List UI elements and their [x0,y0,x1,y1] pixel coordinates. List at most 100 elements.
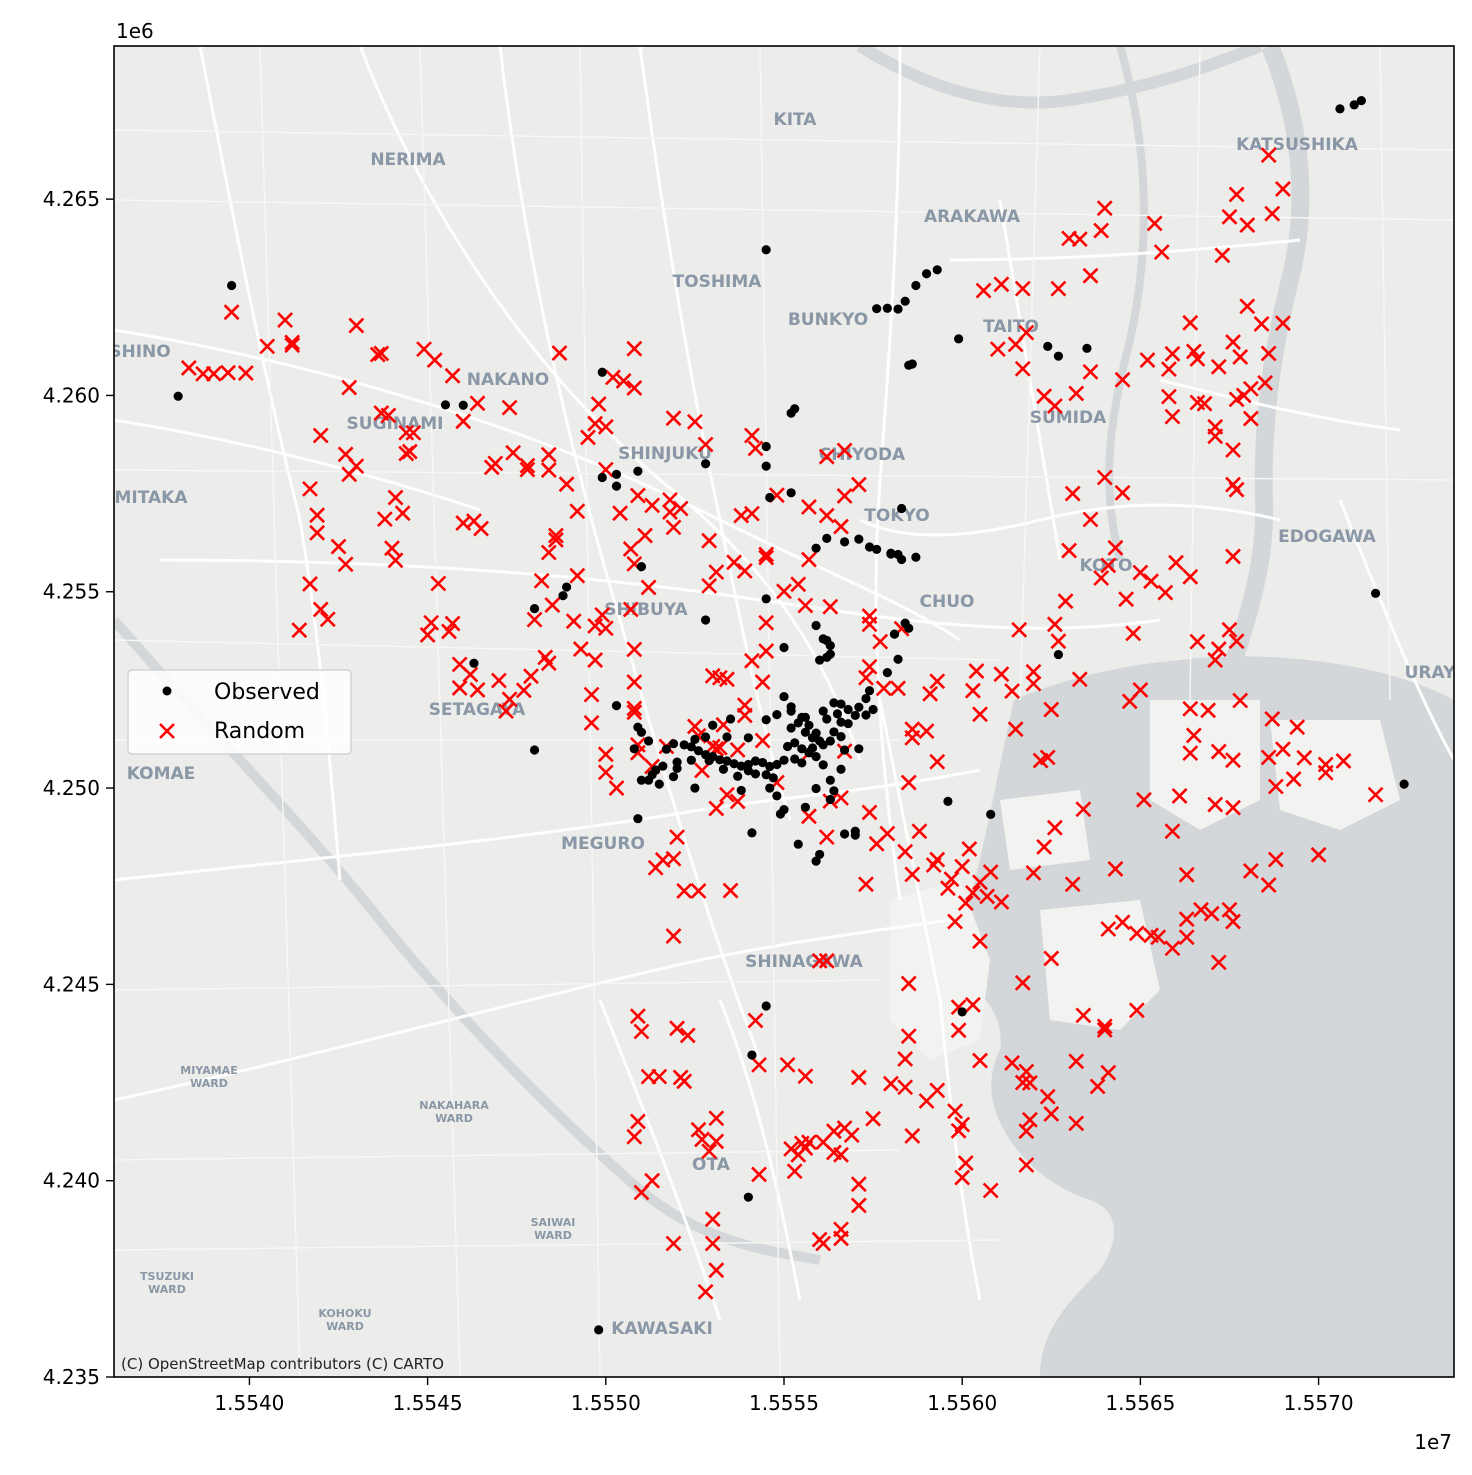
random-point [1096,1018,1113,1035]
random-point [1225,548,1241,565]
random-point [904,1128,921,1144]
observed-point [636,727,647,737]
observed-point [743,1192,753,1202]
observed-point [818,740,828,750]
observed-point [779,755,789,765]
observed-point [729,759,739,769]
random-point [1014,360,1031,377]
random-point [1260,345,1277,362]
random-point [850,476,867,493]
random-point [993,276,1010,293]
random-point [398,424,415,441]
observed-point [954,334,964,344]
random-point [384,540,400,557]
random-point [697,1283,714,1300]
observed-point [765,783,775,793]
basemap-label: MIYAMAE WARD [180,1064,237,1090]
random-point [1039,749,1056,766]
random-point [711,669,728,686]
random-point [726,554,743,571]
random-point [594,606,611,623]
random-point [1043,701,1060,718]
random-point [633,1184,650,1201]
x-offset-label: 1e7 [1414,1430,1452,1454]
random-point [1210,358,1227,375]
random-point [686,413,703,430]
observed-point [736,761,746,771]
random-point [957,1155,974,1171]
random-point [1025,864,1042,881]
observed-point [722,756,732,766]
random-point [1260,749,1277,766]
random-point [711,739,728,756]
random-point [1275,741,1291,758]
random-point [341,379,358,396]
observed-point [779,691,789,702]
random-point [405,424,422,441]
random-point [533,572,550,589]
random-point [1317,756,1334,773]
observed-point [529,745,540,755]
random-point [505,444,522,461]
observed-point [736,785,746,796]
observed-point [761,770,771,780]
legend-label-random: Random [214,719,305,744]
random-point [1168,554,1184,571]
random-point [790,576,807,593]
random-point [922,685,939,702]
random-point [597,746,614,763]
basemap-label: CHUO [920,592,975,612]
random-point [1260,147,1277,164]
random-point [1289,719,1306,736]
random-point [1285,771,1302,787]
random-point [897,843,914,860]
random-point [640,1068,657,1085]
random-point [836,442,853,459]
legend: Observed Random [127,669,352,755]
observed-point [843,704,853,715]
observed-point [469,658,479,668]
random-point [1071,231,1088,248]
random-point [626,1128,643,1145]
observed-point [786,706,796,716]
random-point [904,721,921,738]
random-point [1232,349,1249,365]
observed-point [839,829,850,839]
random-point [744,652,760,669]
observed-point [686,742,696,752]
observed-point [911,280,921,291]
observed-point [804,747,814,757]
random-point [690,883,707,899]
basemap-label: KATSUSHIKA [1236,135,1359,155]
observed-point [864,686,875,696]
basemap-label: NAKANO [467,370,549,390]
basemap-label: CHIYODA [819,445,906,465]
observed-point [772,759,782,770]
basemap-label: NAKAHARA WARD [419,1099,489,1125]
random-point [968,663,985,679]
observed-point [661,744,671,754]
random-point [1057,593,1074,610]
basemap-label: TOKYO [864,506,929,526]
observed-point [611,701,622,711]
random-point [1046,616,1063,633]
random-point [220,364,236,381]
random-point [972,874,988,891]
random-point [861,804,878,821]
random-point [1018,1123,1035,1140]
observed-point [772,791,782,801]
random-point [708,800,725,817]
observed-point [790,738,800,748]
legend-frame [127,669,352,755]
basemap-label: KOHOKU WARD [318,1307,371,1333]
observed-point [822,714,832,724]
basemap-label: TOSHIMA [673,272,763,292]
random-point [615,372,632,389]
random-point [1075,801,1092,818]
observed-point [700,732,711,742]
random-point [662,504,678,520]
random-point [961,840,978,857]
random-point [1225,913,1241,930]
random-point [1225,799,1241,816]
observed-point [893,304,903,314]
